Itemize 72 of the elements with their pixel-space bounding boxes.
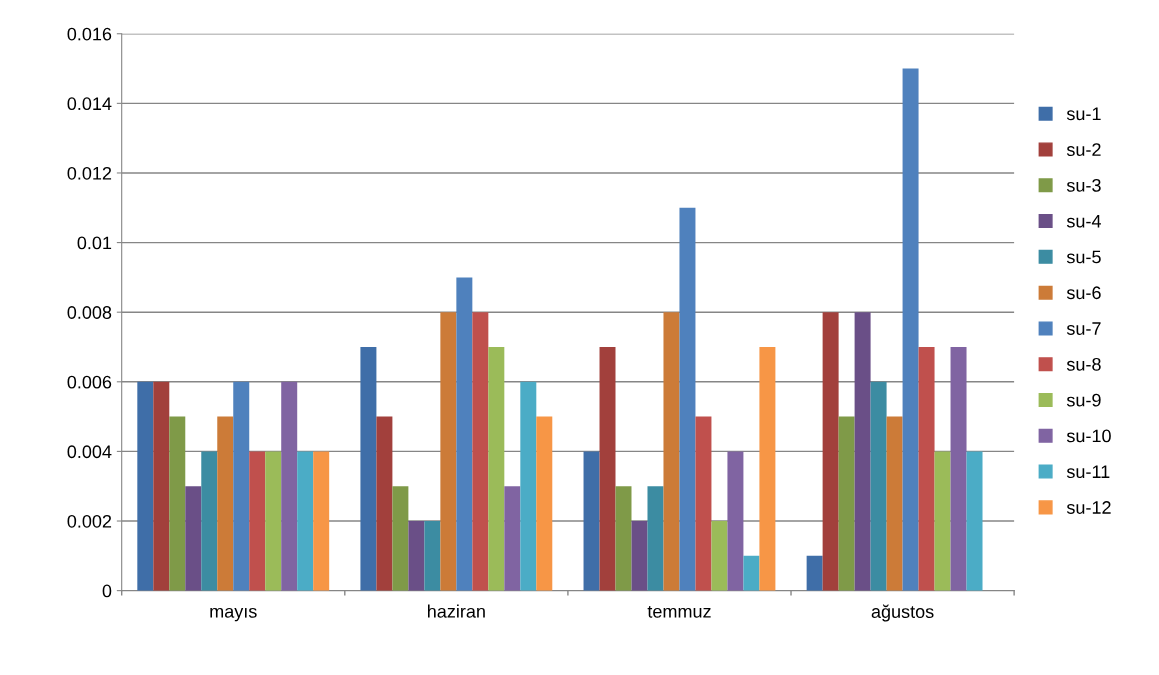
bar xyxy=(615,486,632,591)
x-tick-label: ağustos xyxy=(871,604,934,622)
bar xyxy=(424,521,441,591)
bar xyxy=(456,277,473,591)
bar xyxy=(631,521,648,591)
bar xyxy=(727,451,744,591)
y-tick-label: 0.004 xyxy=(67,445,112,459)
legend-label: su-9 xyxy=(1066,393,1101,407)
bar xyxy=(966,451,983,591)
legend-label: su-7 xyxy=(1066,322,1101,335)
bar xyxy=(583,451,600,591)
bar xyxy=(153,381,170,591)
y-tick-label: 0.002 xyxy=(67,514,112,528)
bar xyxy=(711,521,728,591)
bar xyxy=(838,416,855,591)
bar xyxy=(392,486,409,591)
bar xyxy=(695,416,712,591)
x-tick-label: haziran xyxy=(428,604,485,618)
bar xyxy=(647,486,664,591)
bar xyxy=(886,416,903,591)
bar xyxy=(281,381,298,591)
bar xyxy=(902,68,919,591)
bar xyxy=(854,312,871,591)
bar xyxy=(313,451,330,591)
y-tick-label: 0.01 xyxy=(77,236,112,250)
bar xyxy=(918,346,935,591)
bar xyxy=(376,416,393,591)
bar xyxy=(169,416,186,591)
bar xyxy=(759,346,776,591)
bar xyxy=(934,451,951,591)
bar xyxy=(806,555,823,591)
x-tick-label: mayıs xyxy=(210,607,257,622)
y-tick-label: 0.008 xyxy=(67,306,112,319)
bar xyxy=(504,486,521,591)
bar xyxy=(599,346,616,591)
legend-label: su-10 xyxy=(1066,429,1111,443)
legend-label: su-3 xyxy=(1066,178,1101,192)
bar xyxy=(663,312,680,591)
legend-label: su-2 xyxy=(1066,143,1101,156)
legend-label: su-1 xyxy=(1066,107,1101,121)
legend-label: su-11 xyxy=(1066,465,1110,479)
y-tick-label: 0.014 xyxy=(67,97,112,111)
bar xyxy=(265,451,282,591)
legend-label: su-4 xyxy=(1066,214,1101,228)
bar xyxy=(488,346,505,591)
legend-label: su-12 xyxy=(1066,501,1111,514)
bar xyxy=(440,312,457,591)
bar xyxy=(137,381,154,591)
y-tick-label: 0 xyxy=(102,584,112,598)
x-tick-label: temmuz xyxy=(647,605,711,618)
y-tick-label: 0.016 xyxy=(67,27,112,41)
bar xyxy=(249,451,266,591)
bar xyxy=(233,381,250,591)
bar xyxy=(185,486,202,591)
y-tick-label: 0.006 xyxy=(67,375,112,389)
bar xyxy=(360,346,377,591)
bar xyxy=(822,312,839,591)
bar xyxy=(297,451,314,591)
bar xyxy=(870,381,887,591)
bar xyxy=(472,312,489,591)
bar xyxy=(520,381,537,591)
bar xyxy=(408,521,425,591)
bar xyxy=(201,451,218,591)
bar xyxy=(950,346,967,591)
bar xyxy=(536,416,553,591)
legend-label: su-5 xyxy=(1066,250,1101,264)
legend-label: su-6 xyxy=(1066,286,1101,300)
bar xyxy=(743,555,760,591)
legend-label: su-8 xyxy=(1066,357,1101,371)
bar xyxy=(679,207,696,591)
bar xyxy=(217,416,234,591)
y-tick-label: 0.012 xyxy=(67,166,112,180)
